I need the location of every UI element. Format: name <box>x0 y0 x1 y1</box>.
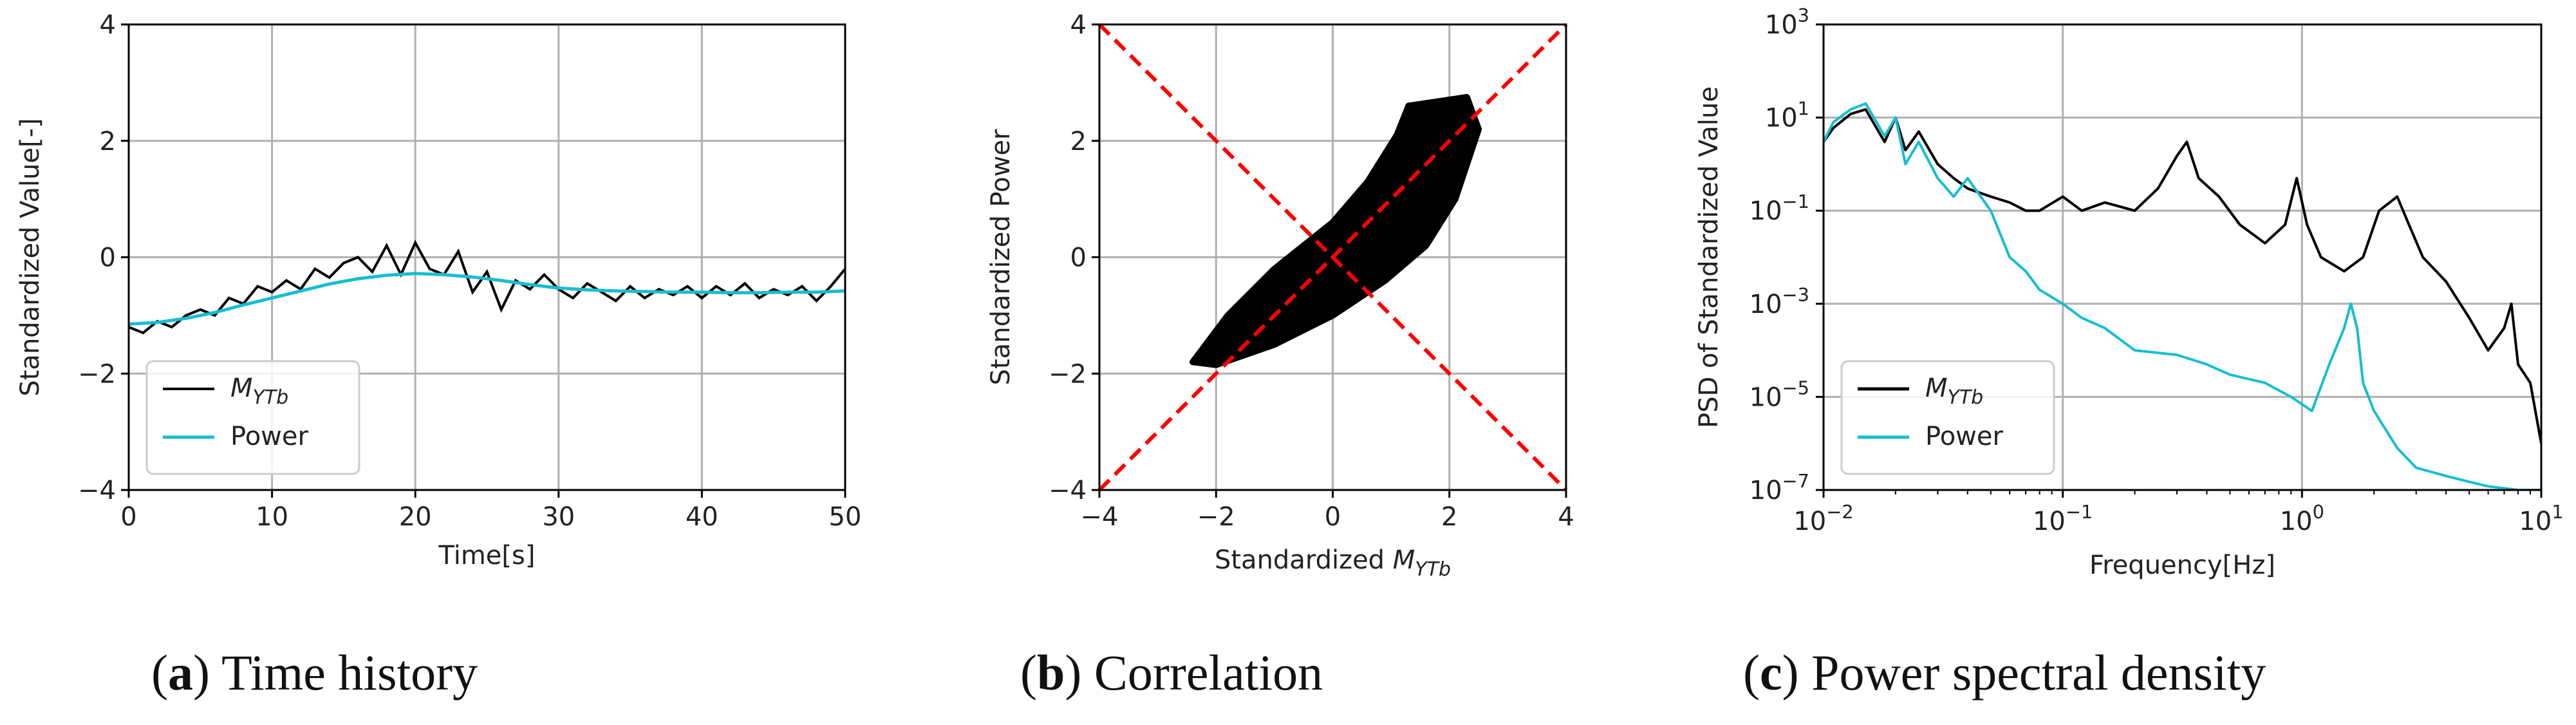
y-tick-label: 4 <box>1070 10 1087 40</box>
legend-label: MYTb <box>1925 373 1983 409</box>
panel-c: 10−2 10−1 100 101 10−7 10−5 10−3 10−1 101 103 Freq… <box>1694 5 2564 580</box>
caption-a: (a) Time history <box>151 645 478 701</box>
y-axis-label: Standardized Power <box>986 129 1016 385</box>
legend-label: Power <box>230 422 308 451</box>
x-tick-label: 0 <box>120 502 136 532</box>
axes-frame <box>127 23 846 491</box>
x-tick-label: 10 <box>256 502 288 532</box>
x-tick-label: 100 <box>2280 501 2324 536</box>
y-tick-label: 10−3 <box>1750 284 1809 319</box>
x-tick-label: 10−1 <box>2033 501 2093 536</box>
x-axis-label: Standardized MYTb <box>1215 545 1451 581</box>
y-tick-label: −4 <box>78 476 116 505</box>
y-tick-label: 10−5 <box>1750 377 1809 412</box>
y-tick-label: 2 <box>1070 127 1087 156</box>
y-tick-label: −4 <box>1049 476 1087 505</box>
legend: MYTb Power <box>145 360 360 475</box>
legend-box <box>1840 360 2055 475</box>
y-tick-label: −2 <box>1049 359 1087 389</box>
y-tick-label: 101 <box>1765 98 1809 133</box>
y-axis-label: Standardized Value[-] <box>15 118 45 396</box>
y-tick-label: 10−1 <box>1750 191 1809 226</box>
y-tick-label: 10−7 <box>1750 470 1809 505</box>
x-axis-label: Time[s] <box>438 541 536 570</box>
x-tick-label: 101 <box>2519 501 2563 536</box>
y-tick-label: 0 <box>1070 243 1087 273</box>
legend-label: Power <box>1925 422 2003 451</box>
x-tick-label: −4 <box>1081 502 1119 532</box>
x-tick-label: 50 <box>829 502 862 532</box>
legend-box <box>145 360 360 475</box>
panel-b: −4 −2 0 2 4 −4 −2 0 2 4 Standardized MYTb Standardi… <box>986 10 1574 581</box>
series-myt-psd-line <box>1824 108 2541 444</box>
x-tick-label: 0 <box>1325 502 1341 532</box>
legend-label: MYTb <box>230 373 288 409</box>
y-axis-label: PSD of Standardized Value <box>1694 86 1724 428</box>
x-tick-label: 2 <box>1441 502 1457 532</box>
x-tick-label: 20 <box>399 502 432 532</box>
legend: MYTb Power <box>1840 360 2055 475</box>
caption-b: (b) Correlation <box>1020 645 1323 701</box>
x-tick-label: 4 <box>1558 502 1574 532</box>
x-tick-label: 30 <box>542 502 575 532</box>
y-tick-label: 4 <box>100 10 116 40</box>
y-tick-label: 103 <box>1765 5 1809 40</box>
x-tick-label: −2 <box>1197 502 1235 532</box>
x-tick-label: 10−2 <box>1793 501 1853 536</box>
caption-c: (c) Power spectral density <box>1743 645 2266 701</box>
y-tick-label: 0 <box>100 243 116 273</box>
series-myt-line <box>129 240 845 335</box>
y-tick-label: 2 <box>100 127 116 156</box>
scatter-cloud <box>1190 94 1482 368</box>
x-tick-label: 40 <box>686 502 718 532</box>
series-power-psd-line <box>1824 102 2541 490</box>
y-tick-label: −2 <box>78 359 116 389</box>
x-axis-label: Frequency[Hz] <box>2089 551 2275 580</box>
panel-a: 0 10 20 30 40 50 −4 −2 0 2 4 Time[s] Standardized Va… <box>15 10 861 570</box>
axes-frame <box>1098 23 1567 491</box>
reference-line-2 <box>1097 23 1568 492</box>
series-power-line <box>129 272 845 326</box>
axes-frame <box>1822 23 2543 491</box>
